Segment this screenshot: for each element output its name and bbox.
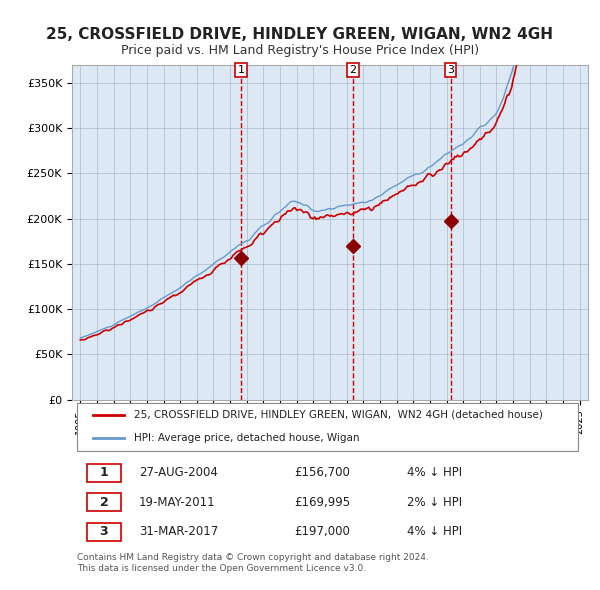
Text: 1: 1	[238, 65, 245, 75]
Text: 2% ↓ HPI: 2% ↓ HPI	[407, 496, 463, 509]
Text: £156,700: £156,700	[294, 466, 350, 479]
Text: 25, CROSSFIELD DRIVE, HINDLEY GREEN, WIGAN,  WN2 4GH (detached house): 25, CROSSFIELD DRIVE, HINDLEY GREEN, WIG…	[134, 409, 543, 419]
Text: 31-MAR-2017: 31-MAR-2017	[139, 525, 218, 538]
Text: Price paid vs. HM Land Registry's House Price Index (HPI): Price paid vs. HM Land Registry's House …	[121, 44, 479, 57]
Text: HPI: Average price, detached house, Wigan: HPI: Average price, detached house, Wiga…	[134, 433, 359, 443]
Text: £197,000: £197,000	[294, 525, 350, 538]
Text: 27-AUG-2004: 27-AUG-2004	[139, 466, 218, 479]
Text: £169,995: £169,995	[294, 496, 350, 509]
Text: 25, CROSSFIELD DRIVE, HINDLEY GREEN, WIGAN, WN2 4GH: 25, CROSSFIELD DRIVE, HINDLEY GREEN, WIG…	[47, 27, 554, 41]
FancyBboxPatch shape	[88, 523, 121, 540]
Text: 4% ↓ HPI: 4% ↓ HPI	[407, 466, 463, 479]
FancyBboxPatch shape	[88, 464, 121, 482]
Text: 3: 3	[447, 65, 454, 75]
Text: 3: 3	[100, 525, 109, 538]
FancyBboxPatch shape	[88, 493, 121, 512]
Text: 2: 2	[100, 496, 109, 509]
Text: 19-MAY-2011: 19-MAY-2011	[139, 496, 216, 509]
FancyBboxPatch shape	[77, 404, 578, 451]
Text: 2: 2	[349, 65, 356, 75]
Text: 1: 1	[100, 466, 109, 479]
Text: 4% ↓ HPI: 4% ↓ HPI	[407, 525, 463, 538]
Text: Contains HM Land Registry data © Crown copyright and database right 2024.
This d: Contains HM Land Registry data © Crown c…	[77, 553, 429, 573]
